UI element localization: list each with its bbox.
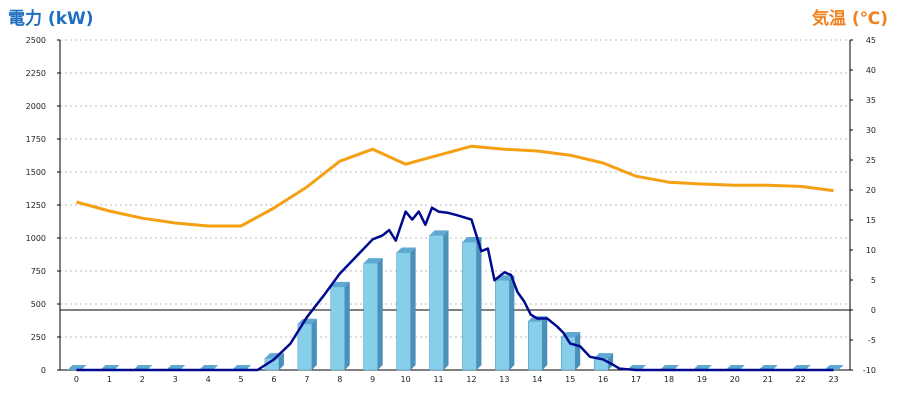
bar xyxy=(429,230,449,371)
bar-side xyxy=(476,236,482,370)
x-tick-label: 17 xyxy=(631,375,641,384)
x-tick-label: 16 xyxy=(598,375,608,384)
right-tick-label: 45 xyxy=(866,36,876,45)
bar-side xyxy=(509,275,515,370)
x-tick-label: 0 xyxy=(74,375,79,384)
x-tick-label: 21 xyxy=(763,375,773,384)
left-tick-label: 0 xyxy=(41,366,46,375)
bar-side xyxy=(344,281,350,370)
bar-side xyxy=(575,332,581,370)
bar xyxy=(264,353,284,371)
left-tick-label: 1000 xyxy=(26,234,46,243)
left-tick-label: 750 xyxy=(31,267,46,276)
x-tick-label: 9 xyxy=(370,375,375,384)
bar-side xyxy=(608,353,614,370)
power-line xyxy=(76,206,834,372)
right-tick-label: 30 xyxy=(866,126,876,135)
right-tick-label: 0 xyxy=(871,306,876,315)
x-tick-label: 1 xyxy=(107,375,112,384)
x-tick-label: 6 xyxy=(271,375,276,384)
bar xyxy=(495,275,515,371)
x-tick-label: 10 xyxy=(401,375,411,384)
bar-top xyxy=(429,230,449,236)
bar-side xyxy=(311,318,317,370)
x-tick-label: 11 xyxy=(433,375,443,384)
bar xyxy=(560,332,581,371)
x-tick-label: 22 xyxy=(796,375,806,384)
left-tick-label: 1250 xyxy=(26,201,46,210)
bar-top xyxy=(396,247,416,253)
right-axis-title: 気温 (℃) xyxy=(811,9,888,29)
x-tick-label: 19 xyxy=(697,375,707,384)
bar-front xyxy=(396,252,411,371)
bar xyxy=(363,258,383,371)
right-tick-label: -10 xyxy=(863,366,876,375)
right-tick-label: 10 xyxy=(866,246,876,255)
x-tick-label: 15 xyxy=(565,375,575,384)
right-tick-label: -5 xyxy=(868,336,876,345)
bar xyxy=(396,247,416,371)
bar-side xyxy=(278,353,284,370)
x-tick-label: 8 xyxy=(337,375,342,384)
left-axis-title: 電力 (kW) xyxy=(8,9,94,29)
bar-side xyxy=(443,230,449,370)
x-tick-label: 14 xyxy=(532,375,542,384)
right-tick-label: 35 xyxy=(866,96,876,105)
x-tick-label: 5 xyxy=(238,375,243,384)
x-tick-label: 12 xyxy=(466,375,476,384)
x-tick-label: 4 xyxy=(206,375,211,384)
x-tick-label: 20 xyxy=(730,375,740,384)
x-tick-label: 2 xyxy=(140,375,145,384)
bar-top xyxy=(330,281,350,287)
bar-top xyxy=(363,258,383,264)
left-tick-label: 1500 xyxy=(26,168,46,177)
bar-side xyxy=(410,247,416,370)
temperature-line xyxy=(76,144,834,228)
bar xyxy=(528,316,548,371)
right-tick-label: 5 xyxy=(871,276,876,285)
bar-front xyxy=(297,323,313,371)
bar xyxy=(330,281,350,371)
right-tick-label: 25 xyxy=(866,156,876,165)
left-tick-label: 1750 xyxy=(26,135,46,144)
right-tick-label: 20 xyxy=(866,186,876,195)
left-tick-label: 250 xyxy=(31,333,46,342)
right-tick-label: 15 xyxy=(866,216,876,225)
left-tick-label: 2500 xyxy=(26,36,46,45)
bar-front xyxy=(363,262,378,371)
left-tick-label: 2000 xyxy=(26,102,46,111)
bar-front xyxy=(462,241,477,371)
bar-side xyxy=(377,258,383,370)
right-tick-label: 40 xyxy=(866,66,876,75)
bar-top xyxy=(594,353,614,359)
bar xyxy=(593,353,614,371)
bar-front xyxy=(528,320,543,371)
bar-front xyxy=(495,279,510,371)
x-tick-label: 23 xyxy=(828,375,838,384)
left-tick-label: 2250 xyxy=(26,69,46,78)
bar-side xyxy=(542,316,548,370)
x-tick-label: 18 xyxy=(664,375,674,384)
bar-front xyxy=(330,286,346,371)
left-tick-label: 500 xyxy=(31,300,46,309)
x-tick-label: 13 xyxy=(499,375,509,384)
bar-front xyxy=(429,235,444,371)
bar xyxy=(462,236,482,371)
x-tick-label: 7 xyxy=(304,375,309,384)
x-tick-label: 3 xyxy=(173,375,178,384)
